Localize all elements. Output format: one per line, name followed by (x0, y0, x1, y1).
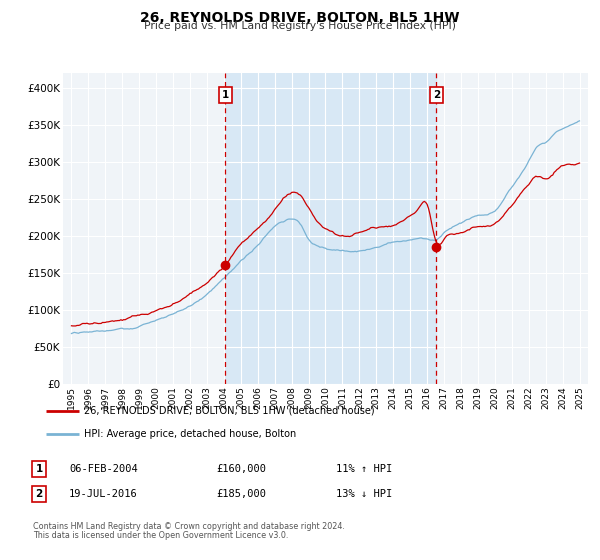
Text: 26, REYNOLDS DRIVE, BOLTON, BL5 1HW: 26, REYNOLDS DRIVE, BOLTON, BL5 1HW (140, 11, 460, 25)
Text: 26, REYNOLDS DRIVE, BOLTON, BL5 1HW (detached house): 26, REYNOLDS DRIVE, BOLTON, BL5 1HW (det… (84, 406, 374, 416)
Text: 2: 2 (35, 489, 43, 499)
Text: HPI: Average price, detached house, Bolton: HPI: Average price, detached house, Bolt… (84, 429, 296, 438)
Text: This data is licensed under the Open Government Licence v3.0.: This data is licensed under the Open Gov… (33, 531, 289, 540)
Text: 11% ↑ HPI: 11% ↑ HPI (336, 464, 392, 474)
Text: £185,000: £185,000 (216, 489, 266, 499)
Text: 1: 1 (222, 90, 229, 100)
Text: Contains HM Land Registry data © Crown copyright and database right 2024.: Contains HM Land Registry data © Crown c… (33, 522, 345, 531)
Text: 1: 1 (35, 464, 43, 474)
Bar (226, 73, 436, 384)
Text: 13% ↓ HPI: 13% ↓ HPI (336, 489, 392, 499)
Text: £160,000: £160,000 (216, 464, 266, 474)
Text: 2: 2 (433, 90, 440, 100)
Text: Price paid vs. HM Land Registry's House Price Index (HPI): Price paid vs. HM Land Registry's House … (144, 21, 456, 31)
Text: 19-JUL-2016: 19-JUL-2016 (69, 489, 138, 499)
Text: 06-FEB-2004: 06-FEB-2004 (69, 464, 138, 474)
